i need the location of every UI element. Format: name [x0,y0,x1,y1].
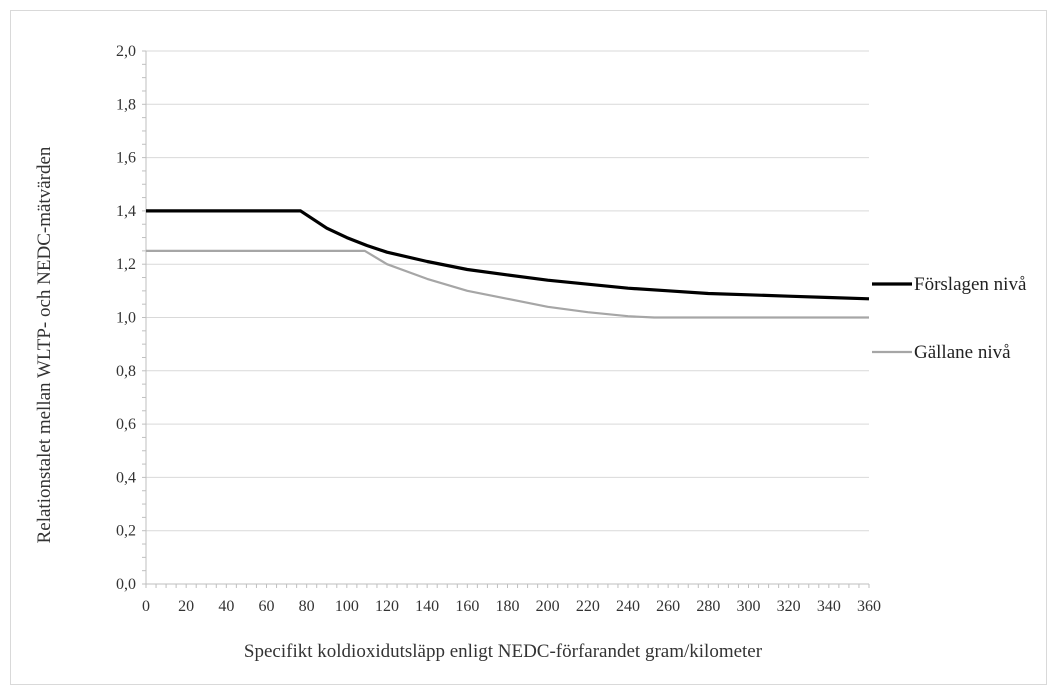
series-line-1 [146,209,870,301]
x-tick-label: 340 [817,598,841,615]
tick-labels: 0,0 0,2 0,4 0,6 0,8 1,0 1,2 1,4 1,6 1,8 2,0 0 20 40 60… [116,43,881,615]
x-tick-label: 0 [142,598,150,615]
y-tick-label: 0,6 [116,416,136,433]
x-tick-label: 80 [299,598,315,615]
x-tick-label: 280 [696,598,720,615]
x-tick-label: 300 [737,598,761,615]
series-line-2 [146,249,869,319]
x-tick-label: 360 [857,598,881,615]
gridlines [146,50,869,532]
y-tick-label: 1,0 [116,310,136,327]
axes [142,50,870,588]
y-tick-label: 2,0 [116,43,136,60]
x-tick-label: 60 [259,598,275,615]
x-tick-label: 100 [335,598,359,615]
x-tick-label: 40 [218,598,234,615]
chart-frame [10,10,1047,685]
y-tick-label: 1,4 [116,203,136,220]
x-tick-label: 20 [178,598,194,615]
y-tick-label: 0,4 [116,469,136,486]
y-tick-label: 0,8 [116,363,136,380]
y-tick-label: 1,2 [116,256,136,273]
series-layer [146,209,870,319]
legend-label: Gällane nivå [914,342,1011,363]
x-tick-label: 140 [415,598,439,615]
x-tick-label: 180 [496,598,520,615]
x-axis-title: Specifikt koldioxidutsläpp enligt NEDC-f… [244,641,763,662]
x-tick-label: 200 [536,598,560,615]
y-tick-label: 1,8 [116,96,136,113]
legend: Förslagen nivå Gällane nivå [872,274,1027,363]
x-tick-label: 220 [576,598,600,615]
y-tick-label: 0,2 [116,523,136,540]
y-tick-label: 0,0 [116,576,136,593]
x-tick-label: 260 [656,598,680,615]
y-axis-title: Relationstalet mellan WLTP- och NEDC-mät… [34,146,55,543]
x-tick-label: 160 [455,598,479,615]
x-tick-label: 320 [777,598,801,615]
x-tick-label: 120 [375,598,399,615]
x-tick-label: 240 [616,598,640,615]
legend-label: Förslagen nivå [914,274,1027,295]
y-tick-label: 1,6 [116,150,136,167]
